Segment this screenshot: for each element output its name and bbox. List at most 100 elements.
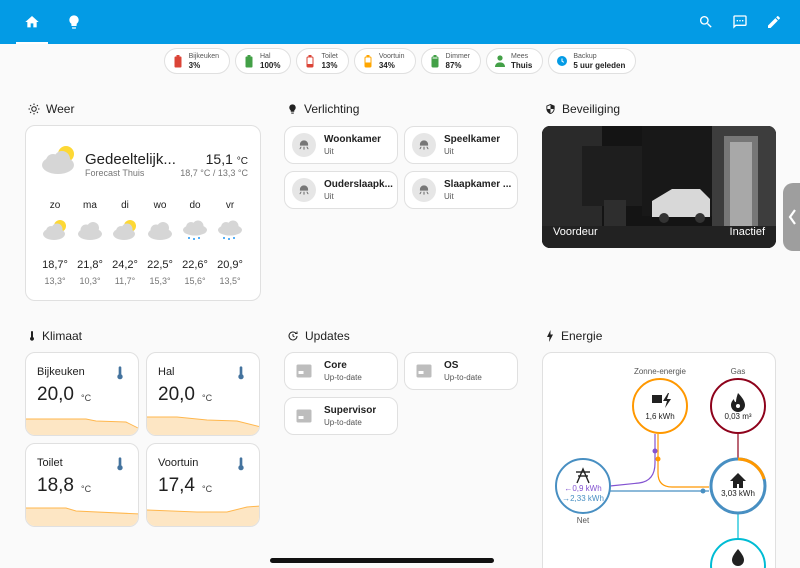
search-button[interactable]: [692, 8, 720, 36]
forecast-low: 15,6°: [184, 276, 206, 286]
comment-processing-icon: [733, 15, 747, 29]
home-indicator-bar: [270, 558, 494, 563]
update-tile-supervisor[interactable]: Supervisor Up-to-date: [284, 397, 398, 435]
weather-forecast-card[interactable]: Gedeeltelijk... Forecast Thuis 15,1 °C 1…: [25, 125, 261, 301]
thermometer-icon: [117, 457, 123, 471]
forecast-day-label: ma: [83, 200, 97, 211]
light-tile-speelkamer[interactable]: Speelkamer Uit: [404, 126, 518, 164]
weather-condition: Gedeeltelijk...: [85, 151, 176, 168]
update-tile-core[interactable]: Core Up-to-date: [284, 352, 398, 390]
ceiling-light-icon[interactable]: [292, 133, 316, 157]
light-tile-ouderslaapkamer[interactable]: Ouderslaapk... Uit: [284, 171, 398, 209]
sensor-card-hal[interactable]: Hal 20,0 °C: [146, 352, 260, 436]
chip-value: 34%: [378, 61, 395, 70]
section-weer-heading: Weer: [28, 102, 74, 116]
sensor-card-voortuin[interactable]: Voortuin 17,4 °C: [146, 443, 260, 527]
chip-value: Thuis: [511, 61, 533, 70]
chip-bijkeuken-battery[interactable]: Bijkeuken 3%: [163, 48, 230, 74]
sensor-unit: °C: [202, 484, 213, 494]
update-state: Up-to-date: [324, 418, 362, 427]
update-name: Core: [324, 360, 347, 371]
package-icon: [412, 359, 436, 383]
light-state: Uit: [444, 147, 454, 156]
chip-dimmer-battery[interactable]: Dimmer 87%: [420, 48, 481, 74]
pencil-icon: [768, 16, 780, 28]
section-verlichting-heading: Verlichting: [287, 102, 359, 116]
update-tile-os[interactable]: OS Up-to-date: [404, 352, 518, 390]
section-updates-heading: Updates: [287, 329, 350, 343]
section-title: Updates: [305, 329, 350, 343]
forecast-high: 22,6°: [182, 259, 208, 271]
light-tile-woonkamer[interactable]: Woonkamer Uit: [284, 126, 398, 164]
solar-value: 1,6 kWh: [645, 412, 675, 421]
ceiling-light-icon[interactable]: [412, 133, 436, 157]
weather-current-temp: 15,1 °C: [206, 151, 248, 167]
chip-voortuin-battery[interactable]: Voortuin 34%: [353, 48, 416, 74]
sensor-value: 18,8: [37, 475, 74, 496]
chip-hal-battery[interactable]: Hal 100%: [235, 48, 292, 74]
forecast-day-label: do: [189, 200, 201, 211]
energy-flow-diagram: [555, 378, 767, 568]
chip-value: 13%: [321, 61, 338, 70]
top-app-bar: [0, 0, 800, 44]
energy-distribution-card[interactable]: Zonne-energie 1,6 kWh Gas 0,03 m³ ←0,9 k…: [542, 352, 776, 568]
grid-consumption-value: →2,33 kWh: [562, 494, 604, 503]
forecast-low: 13,3°: [44, 276, 66, 286]
forecast-low: 10,3°: [79, 276, 101, 286]
light-name: Slaapkamer ...: [444, 179, 512, 190]
forecast-low: 13,5°: [219, 276, 241, 286]
forecast-day: vr 20,9° 13,5°: [212, 200, 248, 286]
update-icon: [288, 331, 298, 341]
forecast-day: wo 22,5° 15,3°: [142, 200, 178, 286]
camera-feed-voordeur[interactable]: Voordeur Inactief: [542, 126, 776, 248]
light-state: Uit: [444, 192, 454, 201]
section-beveiliging-heading: Beveiliging: [545, 102, 620, 116]
transmission-tower-icon: [576, 467, 590, 484]
tab-home[interactable]: [8, 0, 56, 44]
chip-toilet-battery[interactable]: Toilet 13%: [296, 48, 349, 74]
forecast-high: 22,5°: [147, 259, 173, 271]
chevron-left-icon: [788, 209, 796, 225]
home-icon: [730, 473, 746, 488]
forecast-day: do 22,6° 15,6°: [177, 200, 213, 286]
sidebar-toggle-handle[interactable]: [783, 183, 800, 251]
section-title: Klimaat: [42, 329, 83, 343]
sensor-unit: °C: [202, 393, 213, 403]
forecast-day-label: zo: [49, 200, 61, 211]
sensor-card-toilet[interactable]: Toilet 18,8 °C: [25, 443, 139, 527]
lightbulb-icon: [69, 15, 79, 29]
edit-button[interactable]: [760, 8, 788, 36]
sensor-unit: °C: [81, 484, 92, 494]
home-icon: [25, 16, 39, 28]
assist-button[interactable]: [726, 8, 754, 36]
grid-return-value: ←0,9 kWh: [564, 484, 602, 493]
solar-label: Zonne-energie: [633, 367, 687, 376]
forecast-day: di 24,2° 11,7°: [107, 200, 143, 286]
chip-label: Mees: [511, 53, 529, 60]
chip-backup[interactable]: Backup 5 uur geleden: [548, 48, 637, 74]
forecast-day-label: vr: [225, 200, 235, 211]
tab-lights[interactable]: [50, 0, 98, 44]
forecast-day-label: wo: [153, 200, 167, 211]
light-state: Uit: [324, 147, 334, 156]
gas-label: Gas: [730, 367, 746, 376]
section-klimaat-heading: Klimaat: [28, 329, 82, 343]
ceiling-light-icon[interactable]: [292, 178, 316, 202]
sensor-history-graph: [26, 507, 138, 526]
sensor-value: 17,4: [158, 475, 195, 496]
update-name: OS: [444, 360, 459, 371]
ceiling-light-icon[interactable]: [412, 178, 436, 202]
update-state: Up-to-date: [444, 373, 482, 382]
sensor-name: Hal: [158, 366, 175, 378]
sensor-card-bijkeuken[interactable]: Bijkeuken 20,0 °C: [25, 352, 139, 436]
camera-snapshot: [542, 126, 776, 248]
temp-unit: °C: [236, 156, 248, 167]
shield-icon: [546, 103, 555, 115]
camera-name: Voordeur: [553, 226, 598, 238]
chip-value: 87%: [445, 61, 462, 70]
light-tile-slaapkamer[interactable]: Slaapkamer ... Uit: [404, 171, 518, 209]
sensor-value: 20,0: [158, 384, 195, 405]
rainy-icon: [218, 220, 242, 240]
chip-person-mees[interactable]: Mees Thuis: [486, 48, 544, 74]
forecast-low: 15,3°: [149, 276, 171, 286]
